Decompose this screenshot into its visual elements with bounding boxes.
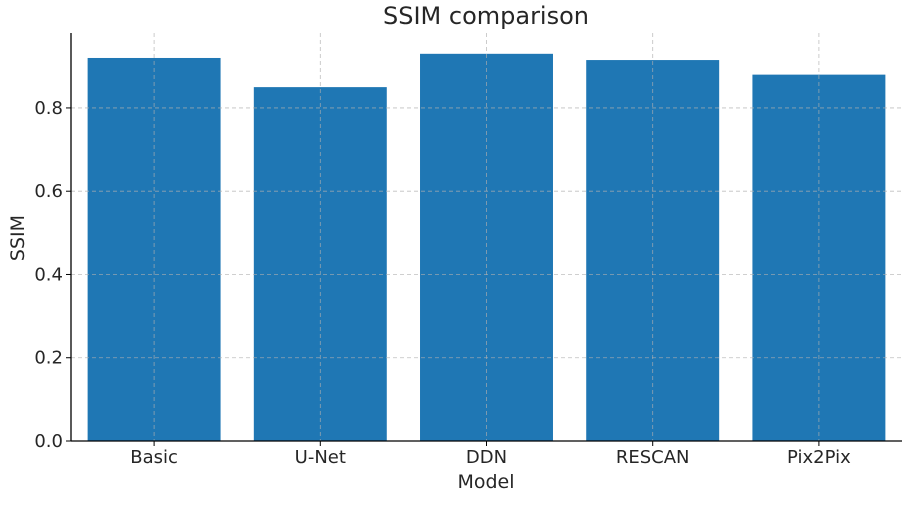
grid <box>71 33 902 441</box>
x-tick-label: Pix2Pix <box>787 447 851 468</box>
y-tick-label: 0.6 <box>34 181 63 202</box>
x-axis-label: Model <box>457 471 514 493</box>
y-axis-label: SSIM <box>7 215 29 261</box>
y-tick-label: 0.8 <box>34 98 63 119</box>
y-tick-label: 0.2 <box>34 348 63 369</box>
x-tick-label: U-Net <box>295 447 346 468</box>
y-tick-label: 0.0 <box>34 431 63 452</box>
x-tick-label: DDN <box>466 447 507 468</box>
y-tick-label: 0.4 <box>34 264 63 285</box>
x-tick-label: RESCAN <box>616 447 690 468</box>
x-tick-label: Basic <box>130 447 178 468</box>
ticks: 0.0 0.2 0.4 0.6 0.8 Basic U-Net DDN RESCAN Pix2Pi… <box>34 98 851 468</box>
chart-title: SSIM comparison <box>383 2 589 30</box>
